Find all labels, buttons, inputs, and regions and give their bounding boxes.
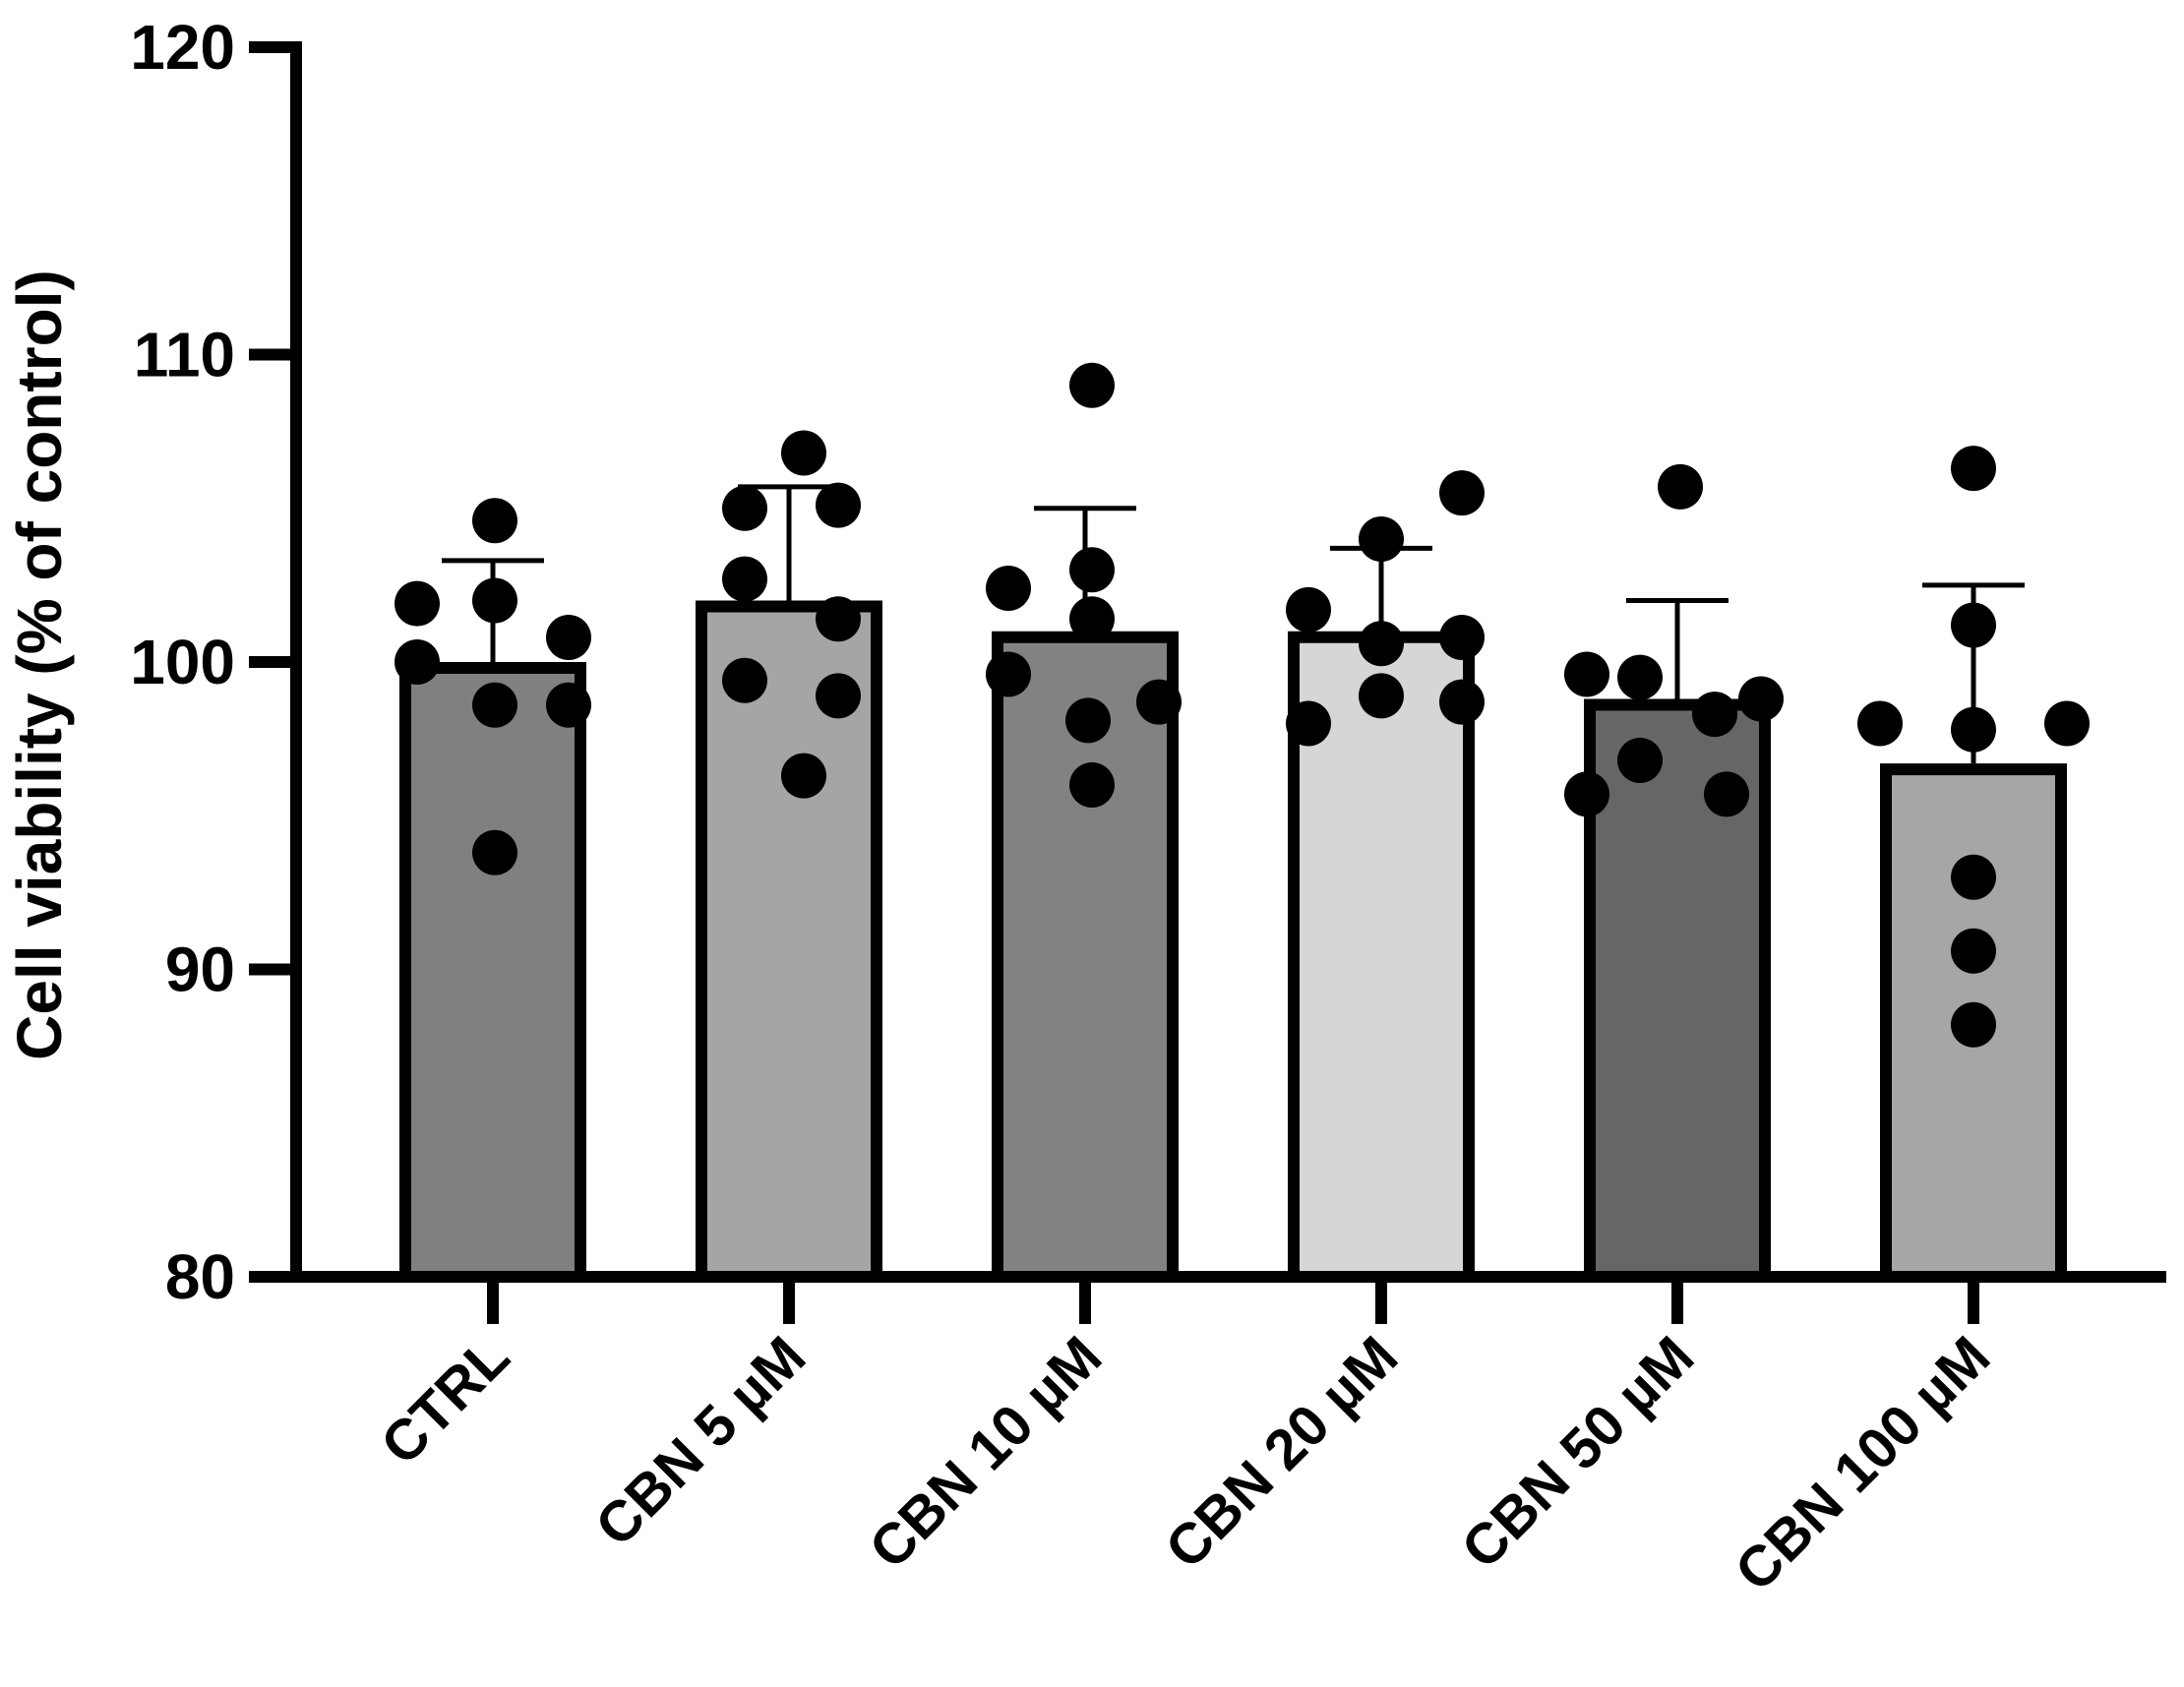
data-point-2-0 [986,651,1031,697]
data-point-5-4 [1951,854,1996,900]
data-point-4-2 [1617,738,1663,783]
data-point-1-5 [816,596,861,642]
x-tick-label-5: CBN 100 µM [1723,1324,2002,1603]
data-point-2-5 [1069,596,1115,642]
error-bars-layer [442,484,2025,764]
data-point-1-4 [781,430,826,476]
data-point-3-0 [1286,700,1331,747]
data-point-0-2 [472,498,517,544]
y-tick-label-1: 90 [165,934,235,1005]
data-point-0-3 [394,580,440,627]
data-point-0-1 [472,577,517,624]
data-point-0-5 [546,615,591,660]
data-point-3-1 [1286,586,1331,633]
data-point-5-1 [1951,706,1996,753]
data-point-5-7 [2044,700,2090,747]
data-point-1-1 [722,556,767,602]
data-point-3-7 [1439,679,1485,725]
x-tick-label-4: CBN 50 µM [1449,1324,1706,1581]
bars-layer [399,600,2067,1283]
x-tick-label-3: CBN 20 µM [1153,1324,1410,1581]
data-point-4-5 [1692,692,1737,738]
data-point-4-7 [1738,676,1784,722]
y-tick-label-2: 100 [130,627,235,697]
y-tick-label-0: 80 [165,1241,235,1312]
data-point-3-5 [1439,615,1485,660]
data-point-4-6 [1704,771,1749,817]
y-tick-label-4: 120 [130,12,235,83]
data-point-5-5 [1951,928,1996,974]
y-tick-label-3: 110 [134,320,235,391]
data-points-layer [394,362,2090,1048]
data-point-4-0 [1564,771,1609,817]
x-tick-label-1: CBN 5 µM [583,1324,818,1558]
bar-0 [399,662,586,1283]
data-point-4-3 [1617,654,1663,700]
data-point-0-6 [546,682,591,728]
data-point-2-6 [1065,697,1111,744]
x-tick-label-2: CBN 10 µM [857,1324,1114,1581]
data-point-0-7 [472,829,517,875]
data-point-0-0 [394,639,440,685]
data-point-3-4 [1359,516,1404,562]
data-point-5-6 [1951,1001,1996,1048]
data-point-2-1 [986,566,1031,611]
data-point-1-6 [816,482,861,528]
data-point-3-2 [1359,621,1404,667]
y-axis-title: Cell viability (% of control) [4,270,75,1060]
data-point-0-4 [472,682,517,728]
data-point-3-3 [1359,673,1404,719]
data-point-2-7 [1136,679,1182,725]
data-point-4-1 [1564,651,1609,697]
data-point-1-0 [722,657,767,703]
data-point-2-3 [1069,762,1115,808]
x-tick-label-0: CTRL [369,1324,521,1476]
data-point-2-4 [1069,547,1115,593]
data-point-5-0 [1857,700,1903,747]
data-point-3-6 [1439,470,1485,516]
data-point-4-4 [1658,463,1703,510]
data-point-1-3 [781,753,826,799]
data-point-1-7 [816,673,861,719]
data-point-2-2 [1069,362,1115,408]
data-point-1-2 [722,485,767,531]
data-point-5-2 [1951,446,1996,492]
data-point-5-3 [1951,602,1996,648]
